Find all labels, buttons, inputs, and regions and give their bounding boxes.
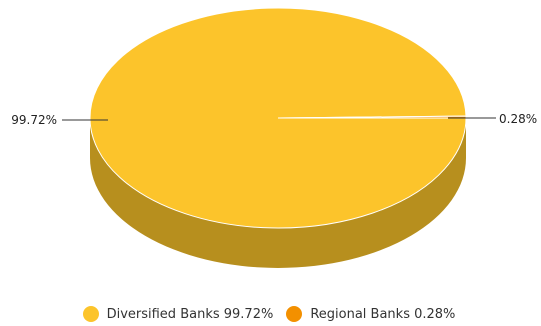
legend-item-diversified[interactable]: Diversified Banks 99.72% [82, 306, 274, 322]
data-label-diversified: 99.72% [11, 113, 57, 127]
pie-side-wall [90, 118, 466, 268]
legend: Diversified Banks 99.72% Regional Banks … [0, 304, 541, 324]
data-label-regional: 0.28% [499, 112, 537, 126]
legend-label-diversified: Diversified Banks 99.72% [106, 306, 274, 322]
pie-3d [89, 7, 467, 268]
legend-swatch-diversified [82, 306, 99, 322]
data-labels: 99.72% 0.28% [11, 112, 537, 127]
legend-label-regional: Regional Banks 0.28% [310, 306, 456, 322]
legend-swatch-regional [286, 306, 303, 322]
legend-item-regional[interactable]: Regional Banks 0.28% [286, 306, 455, 322]
